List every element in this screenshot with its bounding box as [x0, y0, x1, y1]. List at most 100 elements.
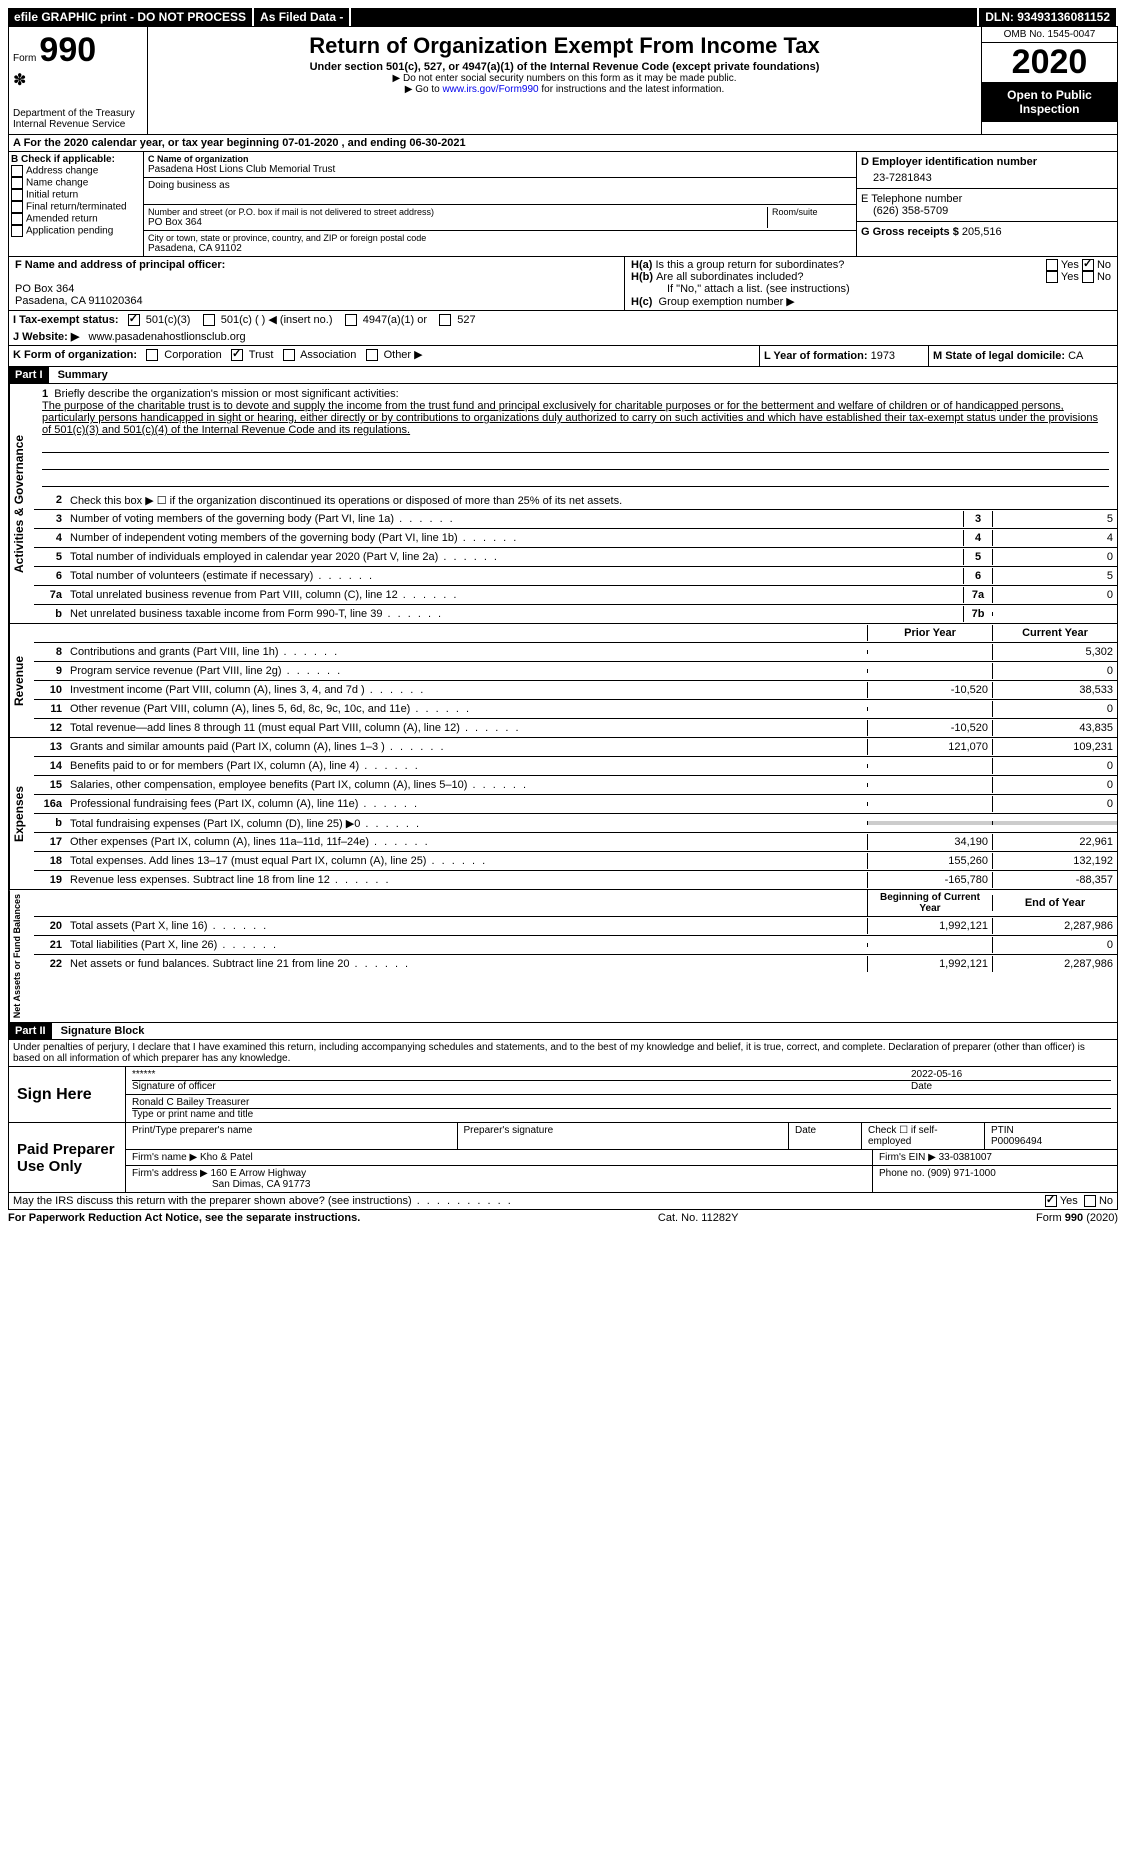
phone-label: E Telephone number: [861, 193, 1113, 205]
table-row: 15Salaries, other compensation, employee…: [34, 776, 1117, 795]
chk-amended[interactable]: Amended return: [11, 213, 141, 225]
opt-other: Other ▶: [384, 349, 423, 361]
firm-ein-label: Firm's EIN ▶: [879, 1152, 936, 1163]
opt-assoc: Association: [300, 349, 356, 361]
footer-form-pre: Form: [1036, 1212, 1065, 1224]
preparer-content: Print/Type preparer's name Preparer's si…: [126, 1123, 1117, 1192]
line-2: 2 Check this box ▶ ☐ if the organization…: [34, 491, 1117, 510]
row-i: I Tax-exempt status: 501(c)(3) 501(c) ( …: [8, 311, 1118, 328]
sign-here-label: Sign Here: [9, 1067, 126, 1122]
ptin-cell: PTIN P00096494: [985, 1123, 1117, 1149]
room-label: Room/suite: [768, 207, 852, 228]
part1-label: Part I: [9, 367, 49, 383]
chk-final[interactable]: Final return/terminated: [11, 201, 141, 213]
part1-title: Summary: [52, 367, 114, 383]
f-label: F Name and address of principal officer:: [15, 259, 618, 271]
chk-assoc[interactable]: [283, 349, 295, 361]
m-label: M State of legal domicile:: [933, 350, 1065, 362]
net-header: Beginning of Current Year End of Year: [34, 890, 1117, 917]
chk-4947[interactable]: [345, 314, 357, 326]
hb-label: H(b): [631, 271, 653, 283]
footer-form-post: (2020): [1086, 1212, 1118, 1224]
mission-text: The purpose of the charitable trust is t…: [42, 400, 1098, 436]
prep-check-label: Check ☐ if self-employed: [862, 1123, 985, 1149]
net-lines: Beginning of Current Year End of Year 20…: [34, 890, 1117, 1022]
k-label: K Form of organization:: [13, 349, 137, 361]
m-value: CA: [1068, 350, 1083, 362]
part2-title: Signature Block: [55, 1023, 151, 1039]
name-label: C Name of organization: [148, 154, 852, 164]
tax-year: 2020: [982, 43, 1117, 82]
state-domicile: M State of legal domicile: CA: [928, 346, 1117, 366]
col-b: B Check if applicable: Address change Na…: [9, 152, 144, 256]
prep-line2: Firm's name ▶ Kho & Patel Firm's EIN ▶ 3…: [126, 1150, 1117, 1166]
phone-value: (626) 358-5709: [861, 205, 1113, 217]
no-label: No: [1097, 271, 1111, 283]
table-row: 17Other expenses (Part IX, column (A), l…: [34, 833, 1117, 852]
chk-label: Final return/terminated: [26, 202, 127, 213]
table-row: 14Benefits paid to or for members (Part …: [34, 757, 1117, 776]
gov-section: Activities & Governance 1 Briefly descri…: [8, 384, 1118, 624]
gross-value: 205,516: [962, 226, 1002, 238]
prep-sig-label: Preparer's signature: [458, 1123, 790, 1149]
discuss-no-chk[interactable]: [1084, 1195, 1096, 1207]
phone-cell: E Telephone number (626) 358-5709: [857, 189, 1117, 222]
table-row: 21Total liabilities (Part X, line 26)0: [34, 936, 1117, 955]
discuss-yes-chk[interactable]: [1045, 1195, 1057, 1207]
name-title-line: Ronald C Bailey Treasurer Type or print …: [126, 1095, 1117, 1122]
opt-corp: Corporation: [164, 349, 221, 361]
chk-address[interactable]: Address change: [11, 165, 141, 177]
yes-label: Yes: [1061, 259, 1079, 271]
chk-pending[interactable]: Application pending: [11, 225, 141, 237]
hb-yes-chk[interactable]: [1046, 271, 1058, 283]
chk-label: Address change: [26, 166, 98, 177]
form-subtitle: Under section 501(c), 527, or 4947(a)(1)…: [152, 61, 977, 73]
filed-label: As Filed Data -: [254, 8, 351, 26]
prep-line3: Firm's address ▶ 160 E Arrow Highway San…: [126, 1166, 1117, 1192]
i-label: I Tax-exempt status:: [13, 314, 119, 326]
ha-no-chk[interactable]: [1082, 259, 1094, 271]
dln-value: 93493136081152: [1017, 10, 1110, 24]
table-row: 12Total revenue—add lines 8 through 11 (…: [34, 719, 1117, 737]
chk-initial[interactable]: Initial return: [11, 189, 141, 201]
ha-yes-chk[interactable]: [1046, 259, 1058, 271]
chk-label: Application pending: [26, 226, 113, 237]
chk-trust[interactable]: [231, 349, 243, 361]
discuss-text: May the IRS discuss this return with the…: [13, 1195, 1045, 1207]
chk-527[interactable]: [439, 314, 451, 326]
table-row: 10Investment income (Part VIII, column (…: [34, 681, 1117, 700]
paid-preparer-label: Paid Preparer Use Only: [9, 1123, 126, 1192]
chk-other[interactable]: [366, 349, 378, 361]
irs-link-line: ▶ Go to www.irs.gov/Form990 for instruct…: [152, 84, 977, 95]
part1-header-row: Part I Summary: [8, 367, 1118, 384]
chk-501c[interactable]: [203, 314, 215, 326]
irs-link[interactable]: www.irs.gov/Form990: [442, 84, 538, 95]
preparer-row: Paid Preparer Use Only Print/Type prepar…: [9, 1123, 1117, 1192]
table-row: 22Net assets or fund balances. Subtract …: [34, 955, 1117, 973]
table-row: 11Other revenue (Part VIII, column (A), …: [34, 700, 1117, 719]
current-year-label: Current Year: [992, 625, 1117, 641]
chk-corp[interactable]: [146, 349, 158, 361]
principal-officer: F Name and address of principal officer:…: [9, 257, 625, 310]
table-row: 13Grants and similar amounts paid (Part …: [34, 738, 1117, 757]
firm-addr-label: Firm's address ▶: [132, 1168, 208, 1179]
website-url: www.pasadenahostlionsclub.org: [89, 331, 246, 343]
chk-501c3[interactable]: [128, 314, 140, 326]
part2-header-row: Part II Signature Block: [8, 1023, 1118, 1040]
blank-line: [42, 455, 1109, 470]
table-row: 5Total number of individuals employed in…: [34, 548, 1117, 567]
dln: DLN: 93493136081152: [979, 8, 1118, 26]
dba-cell: Doing business as: [144, 178, 856, 205]
tax-status: I Tax-exempt status: 501(c)(3) 501(c) ( …: [9, 311, 1117, 328]
opt-trust: Trust: [249, 349, 274, 361]
dln-label: DLN:: [985, 10, 1014, 24]
prep-date-label: Date: [789, 1123, 862, 1149]
vert-gov: Activities & Governance: [9, 384, 34, 623]
hb-no-chk[interactable]: [1082, 271, 1094, 283]
firm-name-cell: Firm's name ▶ Kho & Patel: [126, 1150, 873, 1165]
firm-addr1: 160 E Arrow Highway: [211, 1168, 307, 1179]
chk-label: Amended return: [26, 214, 98, 225]
officer-addr1: PO Box 364: [15, 283, 618, 295]
rev-header: Prior Year Current Year: [34, 624, 1117, 643]
chk-name[interactable]: Name change: [11, 177, 141, 189]
